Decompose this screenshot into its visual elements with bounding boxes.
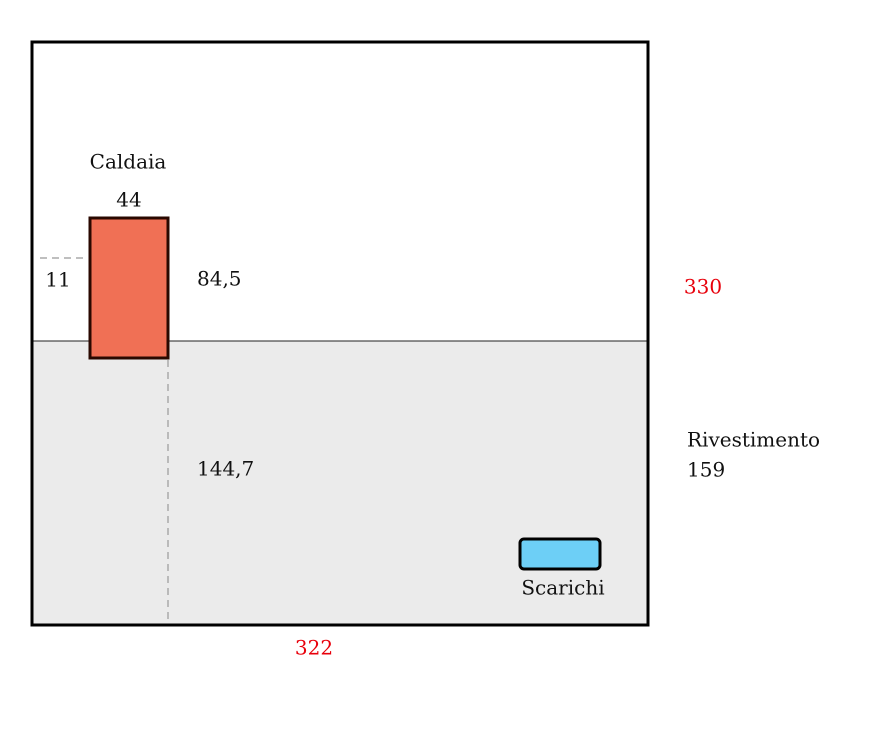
drains [518, 537, 602, 571]
cladding-label: Rivestimento [687, 428, 820, 452]
wall-height: 330 [684, 275, 722, 299]
boiler-width: 44 [116, 188, 141, 212]
cladding-area [32, 341, 648, 625]
boiler-height-above: 84,5 [197, 267, 242, 291]
boiler-offset: 11 [45, 268, 70, 292]
floor-to-boiler: 144,7 [197, 457, 254, 481]
wall-outline [30, 40, 650, 627]
boiler-label: Caldaia [90, 150, 167, 174]
wall-width: 322 [295, 636, 333, 660]
boiler [88, 216, 170, 360]
cladding-height: 159 [687, 458, 725, 482]
drains-label: Scarichi [521, 576, 604, 600]
